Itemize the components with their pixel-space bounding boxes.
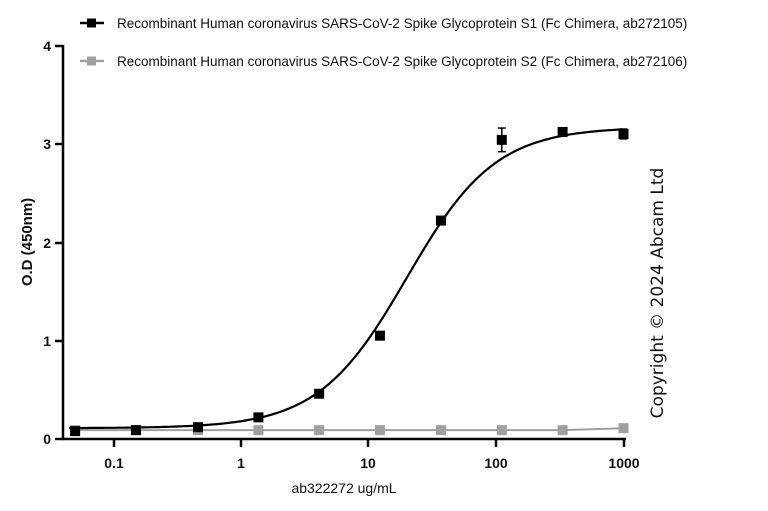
data-point [496,425,507,436]
data-point [314,388,325,399]
y-tick-label: 3 [43,136,51,152]
y-tick-label: 1 [43,333,51,349]
x-axis-title: ab322272 ug/mL [291,480,396,496]
data-point [557,425,568,436]
legend-item-s1: Recombinant Human coronavirus SARS-CoV-2… [80,16,687,31]
legend: Recombinant Human coronavirus SARS-CoV-2… [80,16,687,69]
square-marker-icon [87,56,96,66]
data-point [374,425,385,436]
y-axis-title: O.D (450nm) [19,198,36,286]
data-point [253,412,264,423]
data-point [435,215,446,226]
x-tick-label: 100 [484,455,508,471]
y-tick-label: 0 [43,431,51,447]
x-tick-label: 10 [360,455,376,471]
x-tick-label: 0.1 [104,455,124,471]
legend-label-s1: Recombinant Human coronavirus SARS-CoV-2… [117,16,687,31]
y-tick-label: 2 [43,235,51,251]
series-s2 [70,423,629,436]
data-point [557,126,568,137]
data-point [496,134,507,145]
x-tick-label: 1 [237,455,245,471]
x-axis: 0.1 1 10 100 1000 ab322272 ug/mL [62,437,640,496]
data-point [70,426,81,437]
legend-label-s2: Recombinant Human coronavirus SARS-CoV-2… [117,54,687,69]
data-point [374,330,385,341]
copyright-watermark: Copyright © 2024 Abcam Ltd [648,168,668,419]
series-s1 [69,126,629,437]
data-point [253,425,264,436]
data-point [618,423,629,434]
data-point [618,128,629,139]
y-axis: 4 3 2 1 0 O.D (450nm) [19,38,65,447]
x-tick-label: 1000 [608,455,639,471]
data-point [314,425,325,436]
data-point [193,422,204,433]
y-tick-label: 4 [43,38,51,54]
data-point [435,425,446,436]
data-point [130,425,141,436]
legend-item-s2: Recombinant Human coronavirus SARS-CoV-2… [80,54,687,69]
square-marker-icon [87,18,96,28]
